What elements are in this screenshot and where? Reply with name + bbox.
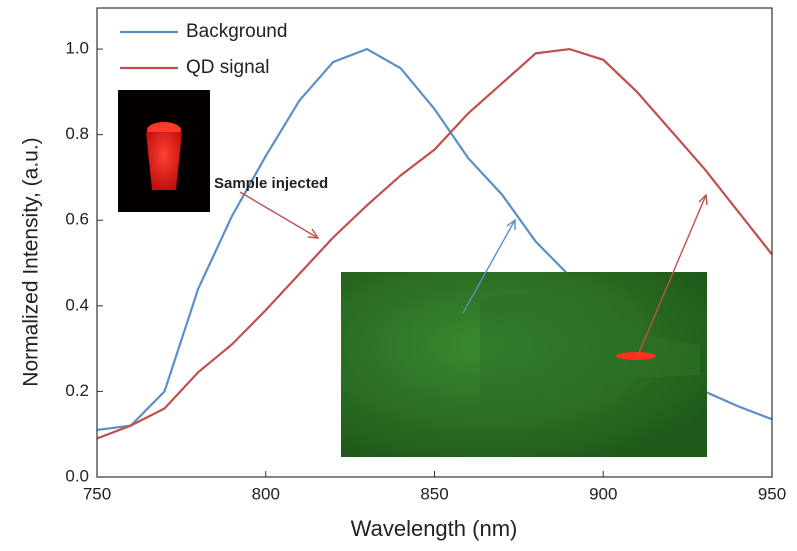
x-tick-label: 950 [758, 484, 786, 503]
x-tick-label: 750 [83, 484, 111, 503]
x-tick-label: 800 [252, 484, 280, 503]
y-tick-label: 0.6 [65, 210, 89, 229]
y-tick-label: 0.4 [65, 295, 89, 314]
y-axis-label: Normalized Intensity, (a.u.) [20, 137, 43, 386]
y-tick-label: 0.2 [65, 381, 89, 400]
y-tick-label: 0.0 [65, 466, 89, 485]
x-tick-label: 900 [589, 484, 617, 503]
x-axis-label: Wavelength (nm) [351, 516, 518, 541]
x-tick-label: 850 [420, 484, 448, 503]
legend-label: QD signal [186, 57, 269, 78]
inset-vial-photo [118, 90, 210, 212]
series-line [96, 47, 773, 440]
inset-mouse-photo [341, 272, 707, 457]
legend-label: Background [186, 21, 287, 42]
y-tick-label: 0.8 [65, 124, 89, 143]
arrows [239, 191, 708, 356]
annotation: Sample injected [214, 175, 328, 192]
y-tick-label: 1.0 [65, 39, 89, 58]
